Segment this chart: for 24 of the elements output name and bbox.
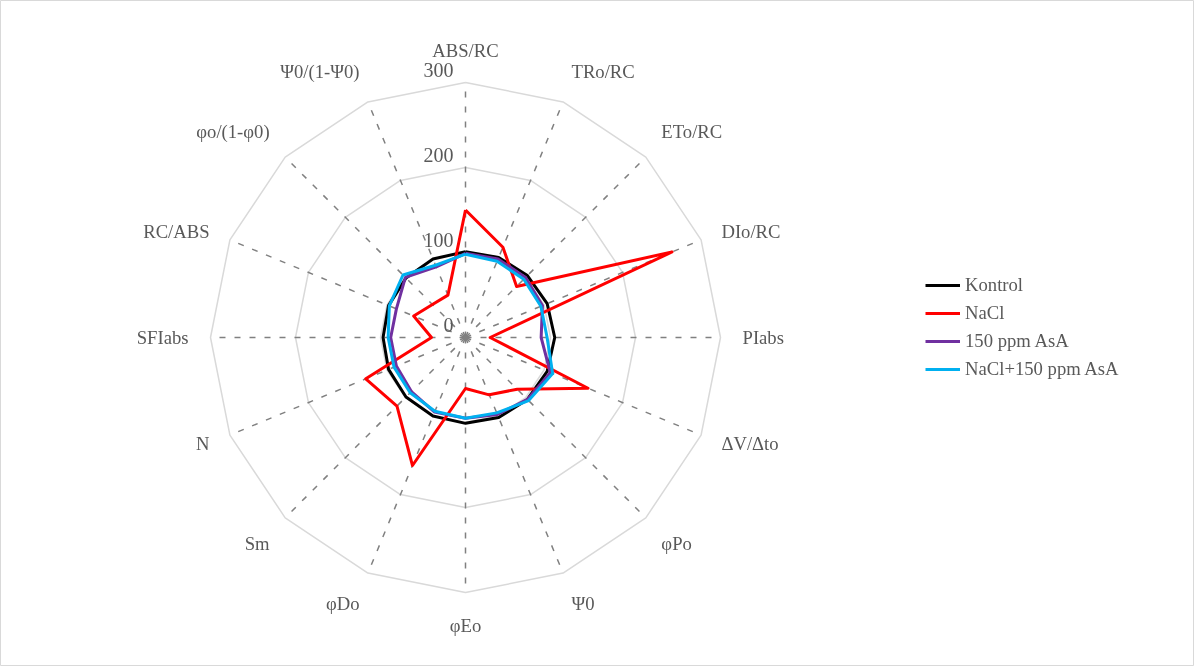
y-tick-label: 100: [423, 228, 454, 251]
spoke-label: N: [196, 433, 211, 454]
spoke-label: Sm: [244, 533, 271, 555]
spoke-label: φEo: [449, 614, 482, 636]
spoke-label: PIabs: [742, 327, 784, 348]
spoke-label: Ψ0: [571, 593, 595, 615]
spoke-label: ΔV/Δto: [721, 433, 779, 454]
spoke-label: Ψ0/(1-Ψ0): [280, 60, 360, 83]
spoke-label: ABS/RC: [432, 39, 499, 61]
spoke-label: φPo: [661, 533, 692, 555]
spoke-label: SFIabs: [136, 327, 189, 348]
legend-label: Kontrol: [965, 274, 1024, 296]
y-tick-label: 0: [443, 313, 454, 336]
legend-label: NaCl+150 ppm AsA: [965, 358, 1119, 380]
spoke-label: ETo/RC: [661, 120, 723, 142]
legend-label: 150 ppm AsA: [965, 330, 1069, 352]
spoke-label: DIo/RC: [721, 221, 781, 242]
spoke-label: φDo: [325, 593, 360, 615]
y-tick-label: 200: [423, 143, 454, 166]
spoke-label: TRo/RC: [571, 60, 635, 82]
y-tick-label: 300: [423, 58, 454, 81]
spoke-label: RC/ABS: [143, 221, 210, 242]
spoke-label: φo/(1-φ0): [196, 120, 270, 143]
legend-label: NaCl: [965, 302, 1005, 324]
